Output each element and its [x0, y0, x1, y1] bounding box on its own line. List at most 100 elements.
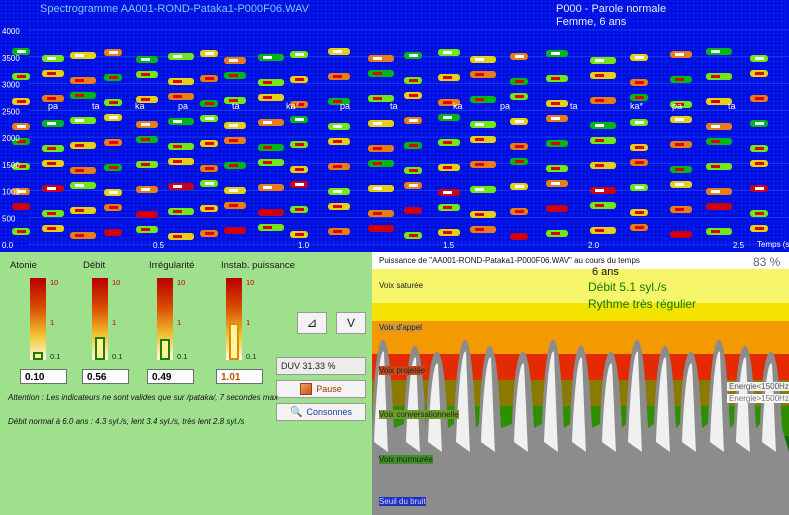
syllable-label: ta — [232, 101, 240, 111]
formant-core — [295, 168, 304, 171]
formant-core — [373, 72, 382, 75]
formant-core — [475, 213, 484, 216]
y-tick-label: 1500 — [2, 161, 20, 170]
formant-core — [205, 142, 214, 145]
formant-core — [205, 207, 214, 210]
formant-core — [711, 190, 720, 193]
formant-core — [443, 101, 452, 104]
waveform-energy-high — [710, 351, 724, 452]
y-tick-label: 2500 — [2, 107, 20, 116]
formant-core — [635, 211, 644, 214]
formant-core — [295, 183, 304, 186]
consonnes-label: Consonnes — [306, 407, 352, 417]
shape-b-button[interactable]: V — [336, 312, 366, 334]
syllable-label: pa — [672, 101, 682, 111]
formant-core — [333, 165, 342, 168]
formant-core — [675, 53, 684, 56]
formant-core — [755, 122, 764, 125]
waveform-energy-high — [456, 351, 470, 452]
formant-core — [711, 50, 720, 53]
formant-core — [333, 50, 342, 53]
formant-core — [263, 146, 272, 149]
waveform-energy-high — [736, 357, 750, 452]
syllable-label: ta — [390, 101, 398, 111]
formant-core — [229, 164, 238, 167]
band-yellow — [372, 303, 789, 321]
formant-core — [711, 75, 720, 78]
formant-core — [755, 97, 764, 100]
age-label: 6 ans — [592, 266, 619, 278]
indicator-gauge — [92, 278, 108, 360]
consonnes-button[interactable]: 🔍 Consonnes — [276, 403, 366, 421]
formant-core — [475, 98, 484, 101]
shape-a-button[interactable]: ⊿ — [297, 312, 327, 334]
formant-core — [75, 54, 84, 57]
formant-core — [47, 122, 56, 125]
formant-core — [17, 165, 26, 168]
formant-core — [173, 95, 182, 98]
formant-core — [17, 190, 26, 193]
pause-button[interactable]: Pause — [276, 380, 366, 398]
formant-core — [373, 187, 382, 190]
indicator-value: 0.49 — [147, 369, 194, 384]
indicators-panel: Atonie 10 1 0.1 0.10 Débit 10 1 0.1 0.56 Irrégular… — [0, 252, 372, 515]
formant-core — [109, 166, 118, 169]
formant-core — [173, 210, 182, 213]
formant-core — [515, 210, 524, 213]
waveform-energy-high — [656, 357, 670, 452]
formant-core — [551, 142, 560, 145]
formant-core — [17, 100, 26, 103]
formant-core — [711, 100, 720, 103]
waveform-energy-high — [481, 357, 495, 452]
formant-core — [295, 233, 304, 236]
indicator-title: Atonie — [10, 260, 37, 271]
spectrogram: 4000 3500 3000 2500 2000 1500 1000 500 0.0 0.5 1.… — [0, 0, 789, 252]
formant-core — [141, 163, 150, 166]
formant-core — [755, 212, 764, 215]
y-tick-label: 0.0 — [2, 241, 14, 250]
formant-core — [47, 72, 56, 75]
formant-core — [141, 188, 150, 191]
power-waveform — [372, 339, 789, 515]
formant-core — [475, 163, 484, 166]
formant-core — [409, 209, 418, 212]
formant-core — [333, 190, 342, 193]
syllable-labels: pa ta ka pa ta ka* pa ta ka pa ta ka* pa ta — [48, 101, 736, 111]
legend-high-energy: Energie>1500Hz — [727, 394, 789, 403]
gauge-tick-bottom: 0.1 — [246, 352, 257, 361]
formant-core — [295, 103, 304, 106]
formant-core — [595, 204, 604, 207]
indicator-gauge — [157, 278, 173, 360]
formant-core — [475, 188, 484, 191]
x-tick-label: 2.0 — [588, 241, 600, 250]
formant-core — [173, 80, 182, 83]
formant-core — [47, 57, 56, 60]
formant-core — [551, 117, 560, 120]
formant-core — [47, 212, 56, 215]
formant-core — [675, 168, 684, 171]
gauge-tick-top: 10 — [246, 278, 255, 287]
indicator-gauge-fill — [229, 323, 239, 360]
y-tick-label: 1000 — [2, 188, 20, 197]
formant-core — [755, 187, 764, 190]
formant-core — [675, 103, 684, 106]
formant-core — [409, 169, 418, 172]
formant-core — [409, 234, 418, 237]
waveform-energy-high — [544, 351, 558, 452]
spectrogram-x-axis: 0.5 1.0 1.5 2.0 2.5 — [153, 241, 745, 250]
formant-core — [373, 212, 382, 215]
waveform-energy-high — [572, 357, 586, 452]
waveform-energy-high — [602, 363, 616, 452]
band-label-conversationnelle: Voix conversationnelle — [379, 410, 459, 419]
y-tick-label: 500 — [2, 214, 16, 223]
percent-display: 83 % — [753, 255, 781, 269]
formant-core — [173, 55, 182, 58]
indicator-gauge-fill — [160, 339, 170, 360]
formant-core — [409, 144, 418, 147]
formant-core — [109, 141, 118, 144]
indicator-gauge — [30, 278, 46, 360]
formant-core — [17, 205, 26, 208]
formant-core — [595, 139, 604, 142]
formant-core — [75, 209, 84, 212]
formant-core — [17, 50, 26, 53]
